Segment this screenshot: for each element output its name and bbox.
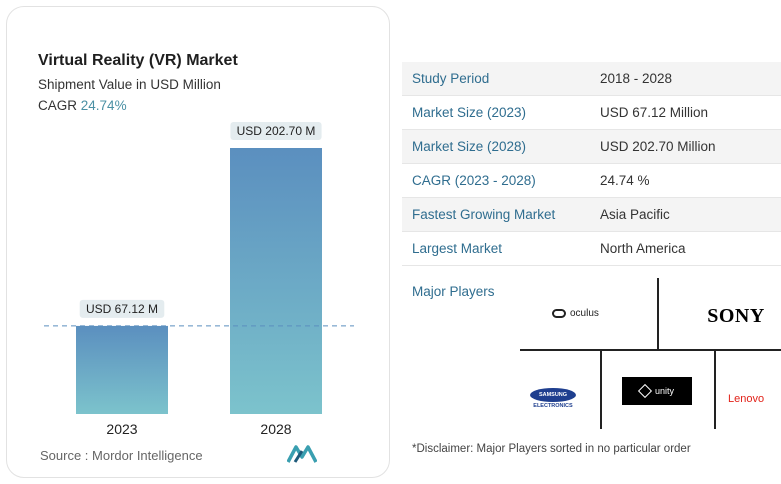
players-divider — [520, 349, 781, 351]
table-row: Fastest Growing Market Asia Pacific — [402, 198, 781, 232]
unity-cube-icon — [637, 383, 653, 399]
bar-chart: USD 67.12 M 2023 USD 202.70 M 2028 — [44, 122, 354, 437]
players-divider — [657, 278, 659, 350]
row-label: Study Period — [412, 71, 490, 86]
samsung-logo: SAMSUNG ELECTRONICS — [530, 388, 576, 409]
row-label: CAGR (2023 - 2028) — [412, 173, 536, 188]
cagr-label: CAGR — [38, 98, 78, 113]
chart-subtitle: Shipment Value in USD Million — [38, 77, 221, 92]
oculus-logo: oculus — [552, 308, 599, 319]
table-row: Market Size (2023) USD 67.12 Million — [402, 96, 781, 130]
data-label-bg — [79, 299, 165, 318]
sony-logo: SONY — [707, 304, 765, 327]
samsung-oval: SAMSUNG — [530, 388, 576, 402]
cagr-value: 24.74% — [80, 98, 127, 113]
oculus-ring-icon — [552, 309, 566, 318]
row-label: Market Size (2023) — [412, 105, 527, 120]
row-value: 2018 - 2028 — [600, 71, 673, 86]
major-players-title: Major Players — [412, 284, 495, 299]
data-label: USD 202.70 M — [237, 124, 316, 138]
disclaimer-text: *Disclaimer: Major Players sorted in no … — [412, 443, 691, 455]
row-value: USD 67.12 Million — [600, 105, 709, 120]
chart-cagr: CAGR 24.74% — [38, 98, 127, 113]
bar-2028 — [230, 148, 322, 414]
oculus-logo-text: oculus — [570, 308, 599, 319]
chart-card — [6, 6, 390, 478]
data-label: USD 67.12 M — [86, 302, 158, 316]
table-row: CAGR (2023 - 2028) 24.74 % — [402, 164, 781, 198]
unity-logo: unity — [622, 377, 692, 405]
players-divider — [714, 349, 716, 429]
unity-logo-text: unity — [654, 386, 674, 396]
x-tick-label: 2023 — [106, 421, 137, 437]
row-value: USD 202.70 Million — [600, 139, 716, 154]
samsung-sub: ELECTRONICS — [533, 403, 573, 409]
row-value: Asia Pacific — [600, 207, 670, 222]
chart-source: Source : Mordor Intelligence — [40, 448, 203, 463]
table-row: Market Size (2028) USD 202.70 Million — [402, 130, 781, 164]
players-divider — [600, 349, 602, 429]
table-row: Largest Market North America — [402, 232, 781, 266]
table-row: Study Period 2018 - 2028 — [402, 62, 781, 96]
row-label: Market Size (2028) — [412, 139, 527, 154]
x-tick-label: 2028 — [260, 421, 291, 437]
row-label: Fastest Growing Market — [412, 207, 556, 222]
mordor-logo-icon — [287, 445, 317, 463]
chart-title: Virtual Reality (VR) Market — [38, 52, 238, 69]
row-value: 24.74 % — [600, 173, 650, 188]
row-value: North America — [600, 241, 686, 256]
data-label-bg — [230, 122, 322, 140]
bar-2023 — [76, 325, 168, 414]
row-label: Largest Market — [412, 241, 503, 256]
lenovo-logo: Lenovo — [728, 393, 765, 405]
market-summary-table: Study Period 2018 - 2028 Market Size (20… — [402, 62, 781, 266]
